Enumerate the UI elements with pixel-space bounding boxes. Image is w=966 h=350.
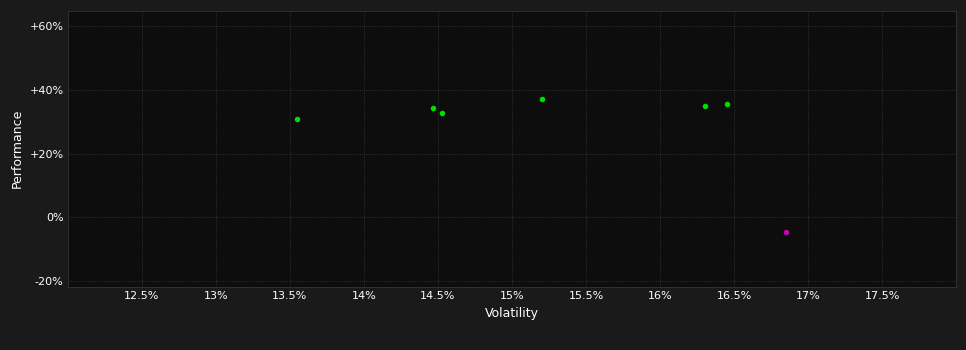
X-axis label: Volatility: Volatility: [485, 307, 539, 320]
Y-axis label: Performance: Performance: [11, 109, 24, 188]
